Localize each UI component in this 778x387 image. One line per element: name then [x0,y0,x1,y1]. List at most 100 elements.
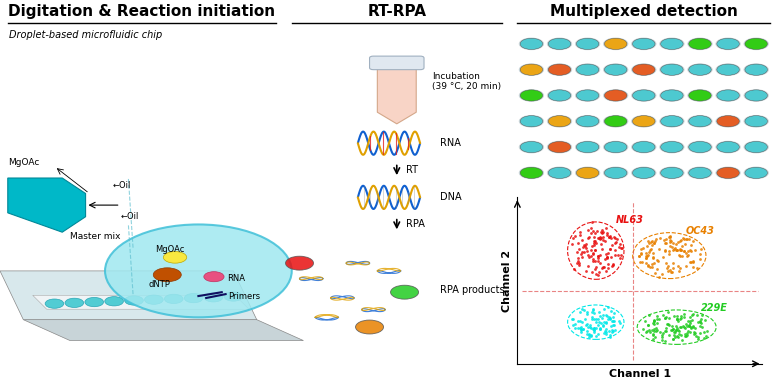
Point [661,240,673,246]
Point [606,317,619,324]
Circle shape [519,115,544,128]
Point [591,253,604,259]
Polygon shape [0,271,257,320]
Point [678,241,691,247]
Point [650,328,662,334]
Point [606,327,619,334]
Point [667,336,679,342]
Point [592,316,605,322]
Point [650,257,663,264]
Circle shape [689,167,711,178]
Point [615,245,627,251]
Circle shape [547,166,572,179]
Circle shape [576,64,599,75]
Circle shape [687,89,713,102]
Point [607,328,619,334]
Point [571,255,584,261]
Point [657,254,669,260]
Point [670,247,682,253]
Point [644,264,657,270]
Point [611,236,623,242]
Circle shape [659,141,685,153]
Point [656,271,668,277]
Circle shape [548,116,571,127]
Circle shape [65,298,84,308]
Point [647,330,659,337]
Point [656,334,668,341]
Point [643,327,655,334]
Point [572,325,584,331]
Point [668,334,681,340]
Point [674,247,686,253]
Point [588,327,601,334]
Point [667,326,679,332]
Point [594,313,606,319]
Circle shape [575,38,601,50]
Point [649,238,661,244]
Point [596,265,608,271]
Point [685,325,697,331]
Point [689,247,702,253]
Point [671,332,683,339]
Circle shape [745,90,767,101]
Circle shape [45,299,64,308]
Point [602,235,615,241]
Point [595,241,608,247]
Point [573,229,586,235]
Point [587,242,600,248]
Circle shape [145,295,163,304]
Circle shape [631,166,657,179]
Point [671,318,684,324]
Circle shape [661,116,683,127]
Circle shape [548,38,571,50]
Point [686,259,699,265]
Point [607,322,619,328]
Point [576,249,589,255]
Circle shape [124,296,143,305]
Point [662,263,675,269]
Point [669,329,682,336]
Point [595,320,608,327]
Circle shape [603,89,629,102]
Point [596,246,608,252]
Point [662,321,675,327]
Circle shape [633,167,655,178]
Circle shape [356,320,384,334]
Point [658,237,671,243]
Point [589,247,601,253]
Circle shape [105,224,292,317]
Point [692,336,704,342]
Circle shape [575,63,601,76]
Circle shape [153,268,181,282]
Point [696,312,708,319]
Point [572,318,584,324]
Point [605,254,618,260]
Point [578,242,591,248]
Point [685,312,698,318]
Circle shape [631,38,657,50]
Point [687,259,699,265]
Point [649,270,661,276]
Point [679,321,692,327]
Point [687,311,699,317]
Point [660,313,672,320]
Point [640,250,652,256]
Point [668,245,681,252]
Point [640,255,652,262]
Point [661,268,674,274]
Point [675,253,688,259]
Point [608,322,620,328]
Point [687,324,699,330]
Circle shape [744,63,769,76]
Point [580,267,592,274]
Circle shape [224,292,243,301]
Circle shape [659,63,685,76]
Point [662,251,675,257]
Point [604,334,616,341]
Point [682,317,694,324]
Circle shape [687,38,713,50]
Point [650,325,662,331]
Point [567,235,580,241]
Point [602,261,615,267]
Point [597,235,609,241]
